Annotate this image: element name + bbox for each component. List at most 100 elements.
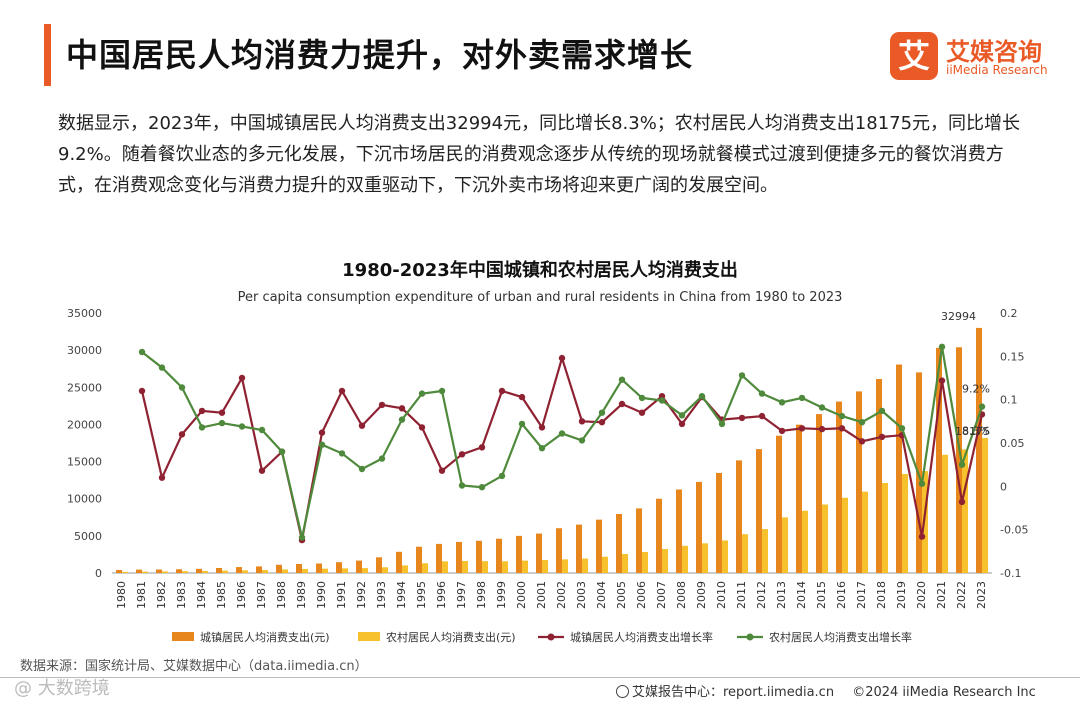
- urban-growth-point: [258, 467, 266, 474]
- urban-expenditure-bar: [756, 449, 762, 573]
- x-axis-tick-label: 2008: [675, 581, 688, 609]
- rural-growth-point: [598, 409, 606, 416]
- rural-expenditure-bar: [262, 570, 268, 573]
- rural-growth-point: [558, 430, 566, 437]
- x-axis-tick-label: 1990: [315, 581, 328, 609]
- legend-urban-growth-marker: [547, 633, 555, 641]
- rural-growth-point: [518, 420, 526, 428]
- report-site-link[interactable]: 艾媒报告中心：report.iimedia.cn: [616, 685, 834, 700]
- x-axis-tick-label: 1987: [255, 581, 268, 609]
- rural-expenditure-bar: [882, 482, 888, 573]
- urban-expenditure-bar: [936, 347, 942, 573]
- urban-growth-point: [818, 425, 826, 433]
- x-axis-tick-label: 1986: [235, 581, 248, 609]
- x-axis-tick-label: 1981: [135, 581, 148, 609]
- rural-expenditure-bar: [162, 571, 168, 573]
- rural-growth-point: [278, 448, 286, 455]
- right-axis-tick-label: -0.1: [1000, 567, 1021, 580]
- rural-growth-point: [678, 412, 686, 419]
- rural-expenditure-bar: [502, 561, 508, 573]
- urban-last-value-label: 32994: [941, 310, 976, 323]
- rural-growth-point: [258, 426, 266, 434]
- rural-expenditure-bar: [602, 556, 608, 573]
- rural-growth-point: [298, 534, 306, 541]
- x-axis-tick-label: 1995: [415, 581, 428, 609]
- urban-expenditure-bar: [216, 568, 222, 573]
- urban-expenditure-bar: [176, 569, 182, 573]
- urban-expenditure-bar: [796, 424, 802, 573]
- rural-growth-point: [658, 397, 666, 404]
- logo-cn-text: 艾媒咨询: [946, 38, 1042, 66]
- rural-expenditure-bar: [562, 559, 568, 573]
- rural-expenditure-bar: [642, 551, 648, 573]
- x-axis-tick-label: 1988: [275, 581, 288, 609]
- urban-growth-point: [158, 474, 166, 481]
- rural-growth-point: [218, 419, 226, 427]
- rural-expenditure-bar: [762, 529, 768, 573]
- rural-growth-point: [718, 420, 726, 428]
- rural-growth-point: [358, 465, 366, 473]
- legend-rural-growth-marker: [746, 633, 754, 641]
- urban-expenditure-bar: [296, 564, 302, 573]
- urban-growth-point: [738, 414, 746, 422]
- urban-growth-point: [758, 412, 766, 420]
- left-axis-tick-label: 0: [95, 567, 102, 580]
- urban-expenditure-bar: [736, 460, 742, 573]
- x-axis-tick-label: 1993: [375, 581, 388, 609]
- x-axis-tick-label: 2022: [955, 581, 968, 609]
- urban-expenditure-bar: [356, 560, 362, 573]
- x-axis-tick-label: 2019: [895, 581, 908, 609]
- urban-expenditure-bar: [136, 569, 142, 573]
- x-axis-tick-label: 2002: [555, 581, 568, 609]
- right-axis-tick-label: 0.1: [1000, 394, 1018, 407]
- x-axis-tick-label: 2016: [835, 581, 848, 609]
- iimedia-logo: 艾 艾媒咨询 iiMedia Research: [890, 32, 1050, 80]
- left-axis-tick-label: 5000: [74, 530, 102, 543]
- x-axis-tick-label: 2020: [915, 581, 928, 609]
- rural-growth-last-label: 9.2%: [962, 383, 990, 396]
- urban-growth-point: [218, 409, 226, 416]
- urban-growth-point: [498, 387, 506, 395]
- x-axis-tick-label: 2001: [535, 581, 548, 609]
- rural-growth-point: [458, 482, 466, 489]
- rural-growth-point: [758, 390, 766, 397]
- x-axis-tick-label: 2021: [935, 581, 948, 609]
- urban-expenditure-bar: [976, 327, 982, 573]
- left-axis-tick-label: 15000: [67, 456, 102, 469]
- rural-growth-point: [918, 480, 926, 487]
- urban-expenditure-bar: [436, 543, 442, 573]
- rural-expenditure-bar: [622, 554, 628, 573]
- urban-expenditure-bar: [676, 489, 682, 573]
- urban-growth-point: [878, 433, 886, 441]
- urban-growth-point: [198, 407, 206, 415]
- x-axis-tick-label: 2023: [975, 581, 988, 609]
- urban-expenditure-bar: [776, 435, 782, 573]
- urban-growth-point: [578, 418, 586, 425]
- urban-growth-last-label: 8.3%: [962, 424, 990, 437]
- x-axis-tick-label: 1997: [455, 581, 468, 609]
- urban-expenditure-bar: [396, 551, 402, 573]
- urban-growth-point: [838, 425, 846, 432]
- rural-growth-point: [538, 445, 546, 452]
- left-axis-tick-label: 30000: [67, 344, 102, 357]
- urban-expenditure-bar: [576, 524, 582, 573]
- x-axis-tick-label: 2000: [515, 581, 528, 609]
- x-axis-tick-label: 2014: [795, 581, 808, 609]
- x-axis-tick-label: 2004: [595, 581, 608, 609]
- rural-growth-point: [618, 376, 626, 383]
- x-axis-tick-label: 2010: [715, 581, 728, 609]
- rural-growth-point: [578, 437, 586, 444]
- urban-expenditure-bar: [876, 379, 882, 573]
- urban-expenditure-bar: [716, 472, 722, 573]
- urban-expenditure-bar: [816, 414, 822, 573]
- x-axis-tick-label: 2006: [635, 581, 648, 609]
- watermark-text: @ 大数跨境: [14, 678, 110, 699]
- rural-growth-point: [418, 390, 426, 397]
- rural-growth-point: [838, 412, 846, 420]
- rural-growth-point: [198, 424, 206, 431]
- data-source: 数据来源：国家统计局、艾媒数据中心（data.iimedia.cn）: [20, 659, 368, 674]
- urban-growth-point: [798, 425, 806, 432]
- rural-expenditure-bar: [482, 561, 488, 573]
- rural-growth-point: [798, 394, 806, 402]
- report-site-text: 艾媒报告中心：report.iimedia.cn: [632, 685, 835, 700]
